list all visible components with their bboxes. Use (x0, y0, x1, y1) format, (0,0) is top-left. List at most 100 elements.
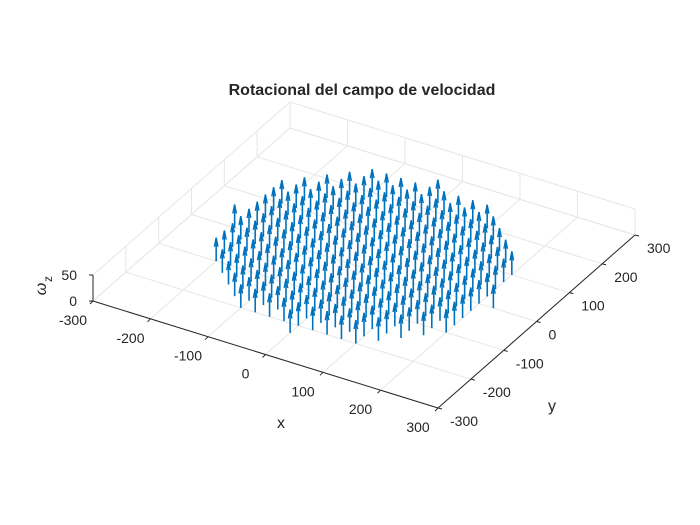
vorticity-arrow (277, 198, 283, 223)
arrow-head (404, 257, 410, 268)
vorticity-arrow (423, 292, 429, 317)
vorticity-arrow (414, 300, 420, 324)
arrow-head (262, 262, 268, 272)
vorticity-arrow (269, 206, 275, 230)
arrow-head (384, 173, 390, 183)
arrow-head (338, 315, 344, 325)
vorticity-arrow (425, 273, 431, 298)
arrow-head (252, 288, 258, 299)
arrow-head (484, 272, 490, 283)
vorticity-arrow (226, 260, 231, 285)
arrow-head (355, 301, 361, 311)
arrow-head (435, 179, 441, 189)
arrow-head (269, 206, 275, 216)
vorticity-arrow (464, 256, 470, 281)
vorticity-arrow (414, 231, 420, 256)
vorticity-arrow (410, 269, 416, 294)
grid-line-back-z (289, 127, 636, 236)
arrow-head (285, 259, 291, 270)
vorticity-arrow (363, 225, 369, 250)
vorticity-arrow (277, 267, 283, 291)
arrow-head (437, 229, 443, 239)
arrow-head (324, 242, 330, 253)
arrow-head (353, 183, 359, 193)
vorticity-arrow (443, 240, 449, 265)
vorticity-arrow (470, 268, 476, 292)
y-tick (634, 234, 640, 237)
arrow-head (464, 256, 470, 267)
vorticity-arrow (361, 176, 367, 200)
arrow-head (437, 297, 443, 307)
vorticity-arrow (322, 193, 328, 217)
y-tick-label: -300 (450, 413, 478, 429)
arrow-head (435, 247, 441, 258)
y-tick-label: 300 (647, 240, 671, 256)
arrow-head (388, 272, 394, 282)
arrow-head (246, 208, 252, 219)
arrow-head (283, 210, 289, 220)
arrow-head (312, 287, 318, 297)
x-tick-label: 0 (242, 366, 250, 382)
arrow-head (390, 185, 396, 195)
vorticity-arrow (287, 241, 293, 265)
vorticity-arrow (460, 226, 466, 250)
vorticity-arrow (390, 253, 396, 277)
arrow-head (371, 286, 377, 296)
vorticity-arrow (484, 272, 490, 297)
vorticity-arrow (466, 237, 472, 262)
arrow-head (445, 290, 451, 300)
arrow-head (455, 195, 461, 205)
arrow-head (445, 221, 451, 232)
vorticity-arrow (351, 202, 357, 226)
x-tick-label: -200 (116, 330, 144, 346)
arrow-head (371, 218, 377, 228)
y-tick-label: -200 (483, 384, 511, 400)
vorticity-arrow (396, 196, 402, 221)
vorticity-arrow (488, 235, 494, 259)
vorticity-arrow (379, 211, 385, 235)
arrow-head (312, 219, 318, 229)
arrow-head (441, 259, 447, 269)
arrow-head (384, 241, 390, 251)
vorticity-arrow (260, 213, 266, 237)
vorticity-arrow (445, 221, 451, 246)
vorticity-arrow (480, 242, 486, 266)
arrow-head (367, 256, 373, 266)
arrow-head (501, 258, 507, 268)
vorticity-arrow (336, 197, 342, 222)
vorticity-arrow (213, 237, 219, 262)
vorticity-arrow (295, 302, 301, 326)
arrow-head (414, 300, 420, 310)
x-tick (147, 318, 151, 323)
arrow-head (451, 233, 457, 243)
arrow-head (310, 238, 316, 248)
arrow-head (226, 260, 231, 271)
arrow-head (324, 311, 330, 321)
vorticity-arrow (408, 220, 414, 244)
vorticity-arrow (380, 279, 385, 303)
arrow-head (443, 308, 449, 319)
vorticity-arrow (320, 212, 326, 236)
x-axis-label: x (277, 415, 285, 432)
arrow-head (490, 216, 496, 226)
arrow-head (482, 223, 488, 233)
arrow-head (320, 280, 326, 290)
vorticity-arrow (388, 203, 394, 228)
vorticity-arrow (232, 204, 238, 228)
vorticity-arrow (318, 231, 324, 255)
vorticity-arrow (382, 192, 387, 216)
y-tick-label: 0 (549, 327, 557, 343)
vorticity-arrow (314, 200, 320, 225)
x-tick-label: 100 (291, 383, 315, 399)
vorticity-arrow (275, 217, 281, 242)
vorticity-arrows (213, 168, 515, 344)
y-tick (536, 321, 541, 323)
vorticity-arrow (425, 205, 431, 230)
arrow-head (322, 261, 328, 271)
vorticity-arrow (369, 168, 375, 193)
arrow-head (429, 304, 435, 314)
arrow-head (293, 184, 299, 194)
vorticity-arrow (433, 266, 439, 291)
vorticity-arrow (357, 282, 363, 306)
x-tick (204, 336, 209, 341)
